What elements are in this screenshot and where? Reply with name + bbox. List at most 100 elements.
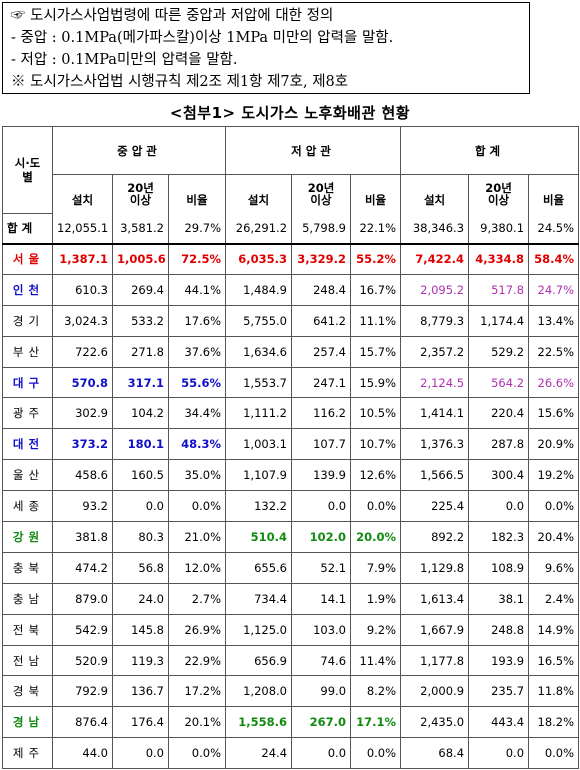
- value-cell: 18.2%: [528, 706, 580, 739]
- value-cell: 99.0: [291, 675, 352, 708]
- value-cell: 220.4: [468, 397, 530, 430]
- value-cell: 517.8: [468, 273, 530, 306]
- value-cell: 1,107.9: [225, 459, 293, 492]
- value-cell: 26.6%: [528, 366, 580, 399]
- value-cell: 48.3%: [167, 428, 227, 461]
- value-cell: 15.9%: [350, 366, 402, 399]
- value-cell: 160.5: [112, 459, 169, 492]
- value-cell: 2,000.9: [400, 675, 470, 708]
- value-cell: 17.2%: [167, 675, 227, 708]
- value-cell: 0.0: [112, 490, 169, 523]
- value-cell: 269.4: [112, 273, 169, 306]
- total-label: 합계: [2, 213, 53, 244]
- value-cell: 22.9%: [167, 644, 227, 677]
- region-cell: 충남: [2, 582, 53, 615]
- value-cell: 1,005.6: [112, 242, 169, 275]
- value-cell: 26.9%: [167, 613, 227, 646]
- value-cell: 443.4: [468, 706, 530, 739]
- value-cell: 132.2: [225, 490, 293, 523]
- value-cell: 1,634.6: [225, 335, 293, 368]
- subheader: 비율: [528, 174, 580, 214]
- region-cell: 제주: [2, 737, 53, 770]
- note-line-3: - 저압 : 0.1MPa미만의 압력을 말함.: [11, 52, 238, 68]
- value-cell: 9.6%: [528, 551, 580, 584]
- value-cell: 103.0: [291, 613, 352, 646]
- table-row: 대전 373.2 180.1 48.3% 1,003.1 107.7 10.7% 1,376.…: [2, 428, 580, 461]
- value-cell: 300.4: [468, 459, 530, 492]
- table-row: 충북 474.2 56.8 12.0% 655.6 52.1 7.9% 1,129.8 108.…: [2, 551, 580, 584]
- value-cell: 68.4: [400, 737, 470, 770]
- value-cell: 529.2: [468, 335, 530, 368]
- value-cell: 1,208.0: [225, 675, 293, 708]
- region-cell: 전북: [2, 613, 53, 646]
- value-cell: 641.2: [291, 304, 352, 337]
- header-row-subheaders: 설치 20년 이상 비율 설치 20년 이상 비율 설치 20년 이상 비율: [3, 174, 580, 214]
- value-cell: 722.6: [52, 335, 113, 368]
- value-cell: 72.5%: [167, 242, 227, 275]
- value-cell: 6,035.3: [225, 242, 293, 275]
- value-cell: 8,779.3: [400, 304, 470, 337]
- value-cell: 0.0%: [528, 490, 580, 523]
- value-cell: 1,376.3: [400, 428, 470, 461]
- subheader: 설치: [52, 174, 113, 214]
- value-cell: 533.2: [112, 304, 169, 337]
- value-cell: 108.9: [468, 551, 530, 584]
- total-cell: 12,055.1: [52, 213, 113, 244]
- region-cell: 부산: [2, 335, 53, 368]
- definition-note-box: ☞ 도시가스사업법령에 따른 중압과 저압에 대한 정의 - 중압 : 0.1M…: [2, 2, 530, 94]
- value-cell: 12.0%: [167, 551, 227, 584]
- note-line-1: ☞ 도시가스사업법령에 따른 중압과 저압에 대한 정의: [11, 8, 334, 24]
- value-cell: 14.9%: [528, 613, 580, 646]
- table-row: 전북 542.9 145.8 26.9% 1,125.0 103.0 9.2% 1,667.9…: [2, 613, 580, 646]
- value-cell: 1,484.9: [225, 273, 293, 306]
- value-cell: 1,174.4: [468, 304, 530, 337]
- value-cell: 24.7%: [528, 273, 580, 306]
- value-cell: 93.2: [52, 490, 113, 523]
- value-cell: 20.1%: [167, 706, 227, 739]
- value-cell: 136.7: [112, 675, 169, 708]
- value-cell: 116.2: [291, 397, 352, 430]
- value-cell: 7,422.4: [400, 242, 470, 275]
- value-cell: 2.7%: [167, 582, 227, 615]
- value-cell: 257.4: [291, 335, 352, 368]
- value-cell: 17.1%: [350, 706, 402, 739]
- value-cell: 2,357.2: [400, 335, 470, 368]
- value-cell: 0.0: [291, 490, 352, 523]
- value-cell: 17.6%: [167, 304, 227, 337]
- value-cell: 11.8%: [528, 675, 580, 708]
- region-cell: 서울: [2, 242, 53, 275]
- value-cell: 510.4: [225, 521, 293, 553]
- table-row: 제주 44.0 0.0 0.0% 24.4 0.0 0.0% 68.4 0.0 0.0%: [2, 737, 580, 770]
- note-line-4: ※ 도시가스사업법 시행규칙 제2조 제1항 제7호, 제8호: [11, 74, 349, 90]
- value-cell: 19.2%: [528, 459, 580, 492]
- value-cell: 1,003.1: [225, 428, 293, 461]
- region-cell: 경기: [2, 304, 53, 337]
- value-cell: 34.4%: [167, 397, 227, 430]
- value-cell: 16.5%: [528, 644, 580, 677]
- value-cell: 14.1: [291, 582, 352, 615]
- value-cell: 107.7: [291, 428, 352, 461]
- value-cell: 0.0%: [350, 737, 402, 770]
- value-cell: 1,613.4: [400, 582, 470, 615]
- value-cell: 792.9: [52, 675, 113, 708]
- table-row: 충남 879.0 24.0 2.7% 734.4 14.1 1.9% 1,613.4 38.1 2…: [2, 582, 580, 615]
- value-cell: 0.0: [291, 737, 352, 770]
- value-cell: 1.9%: [350, 582, 402, 615]
- value-cell: 655.6: [225, 551, 293, 584]
- value-cell: 10.7%: [350, 428, 402, 461]
- value-cell: 0.0%: [528, 737, 580, 770]
- region-cell: 경북: [2, 675, 53, 708]
- subheader: 20년 이상: [112, 174, 169, 214]
- value-cell: 193.9: [468, 644, 530, 677]
- value-cell: 2,124.5: [400, 366, 470, 399]
- region-cell: 세종: [2, 490, 53, 523]
- table-row: 경북 792.9 136.7 17.2% 1,208.0 99.0 8.2% 2,000.9 2…: [2, 675, 580, 708]
- value-cell: 16.7%: [350, 273, 402, 306]
- value-cell: 225.4: [400, 490, 470, 523]
- value-cell: 876.4: [52, 706, 113, 739]
- value-cell: 564.2: [468, 366, 530, 399]
- value-cell: 373.2: [52, 428, 113, 461]
- value-cell: 11.4%: [350, 644, 402, 677]
- value-cell: 247.1: [291, 366, 352, 399]
- subheader: 설치: [225, 174, 293, 214]
